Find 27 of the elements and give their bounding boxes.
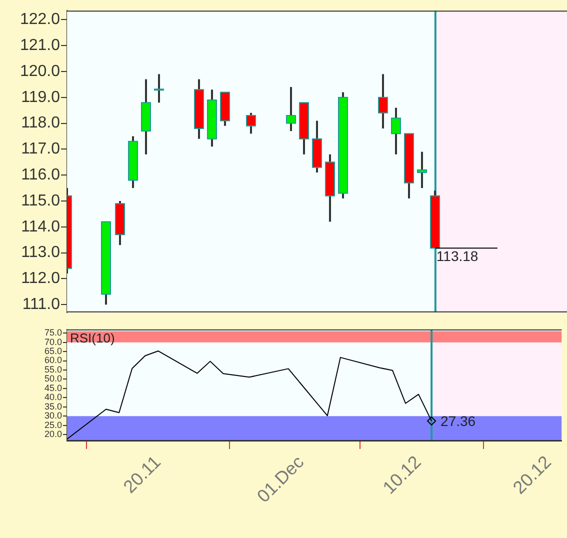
y-tick-label: 25.0	[44, 420, 62, 430]
y-tick-label: 70.0	[44, 336, 62, 347]
y-tick-label: 113.0	[21, 244, 60, 262]
y-tick-label: 115.0	[21, 192, 60, 210]
y-tick-label: 122.0	[20, 11, 60, 28]
y-tick-label: 114.0	[21, 218, 60, 236]
annotation: 27.36	[440, 412, 476, 429]
y-tick-label: 120.0	[20, 62, 60, 80]
y-tick-label: 119.0	[21, 88, 60, 106]
y-tick-label: 40.0	[44, 392, 62, 402]
y-tick-label: 118.0	[21, 114, 60, 132]
y-tick-label: 35.0	[44, 401, 62, 412]
y-tick-label: 30.0	[44, 410, 62, 421]
y-tick-label: 117.0	[21, 140, 60, 158]
y-tick-label: 112.0	[21, 270, 60, 288]
chart-title: RSI(10)	[70, 330, 115, 346]
y-tick-label: 50.0	[44, 374, 62, 384]
y-tick-label: 111.0	[22, 296, 60, 314]
y-tick-label: 116.0	[21, 166, 60, 184]
y-tick-label: 20.0	[44, 429, 62, 440]
y-tick-label: 60.0	[44, 355, 62, 366]
annotation: 113.18	[436, 248, 478, 264]
y-tick-label: 121.0	[20, 36, 60, 54]
y-tick-label: 75.0	[44, 328, 62, 338]
y-tick-label: 65.0	[44, 346, 62, 356]
y-tick-label: 45.0	[44, 382, 62, 393]
y-tick-label: 55.0	[44, 364, 62, 374]
